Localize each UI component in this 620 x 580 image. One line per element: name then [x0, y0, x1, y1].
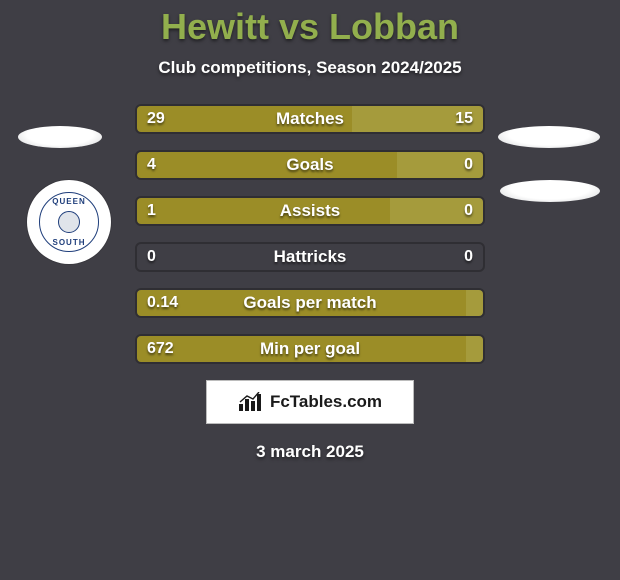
- stat-row: Matches29 15: [135, 104, 485, 134]
- stat-value-right: 0: [464, 196, 473, 226]
- page-subtitle: Club competitions, Season 2024/2025: [0, 58, 620, 78]
- page-title: Hewitt vs Lobban: [0, 0, 620, 48]
- stat-row: Assists1 0: [135, 196, 485, 226]
- stat-label: Hattricks: [135, 242, 485, 272]
- soccer-ball-icon: [58, 211, 80, 233]
- stats-container: Matches2915Goals40Assists10Hattricks00Go…: [135, 104, 485, 364]
- crest-text-top: QUEEN: [40, 197, 98, 206]
- stat-row: Hattricks0 0: [135, 242, 485, 272]
- stat-label: Min per goal: [135, 334, 485, 364]
- club-crest-left: QUEEN SOUTH: [27, 180, 111, 264]
- stat-label: Matches: [135, 104, 485, 134]
- player-left-photo-placeholder: [18, 126, 102, 148]
- stat-label: Goals: [135, 150, 485, 180]
- player-right-photo-placeholder: [498, 126, 600, 148]
- stat-value-left: 4: [147, 150, 156, 180]
- date-label: 3 march 2025: [0, 442, 620, 462]
- stat-row: Min per goal672: [135, 334, 485, 364]
- stat-value-right: 15: [455, 104, 473, 134]
- stat-value-left: 0.14: [147, 288, 178, 318]
- stat-value-right: 0: [464, 242, 473, 272]
- site-attribution: FcTables.com: [206, 380, 414, 424]
- stat-row: Goals per match0.14: [135, 288, 485, 318]
- stat-row: Goals4 0: [135, 150, 485, 180]
- stat-label: Goals per match: [135, 288, 485, 318]
- stat-value-left: 1: [147, 196, 156, 226]
- stat-value-right: 0: [464, 150, 473, 180]
- site-label: FcTables.com: [270, 392, 382, 412]
- club-crest-right-placeholder: [500, 180, 600, 202]
- stat-value-left: 0: [147, 242, 156, 272]
- stat-label: Assists: [135, 196, 485, 226]
- bar-chart-icon: [238, 392, 264, 412]
- stat-value-left: 29: [147, 104, 165, 134]
- stat-value-left: 672: [147, 334, 174, 364]
- crest-text-bottom: SOUTH: [40, 238, 98, 247]
